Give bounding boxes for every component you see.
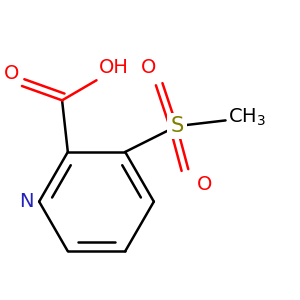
Text: S: S bbox=[170, 116, 183, 136]
Text: OH: OH bbox=[99, 58, 129, 77]
Text: N: N bbox=[19, 192, 33, 211]
Text: O: O bbox=[197, 175, 212, 194]
Text: O: O bbox=[4, 64, 19, 83]
Text: CH$_3$: CH$_3$ bbox=[228, 107, 266, 128]
Text: O: O bbox=[141, 58, 157, 77]
